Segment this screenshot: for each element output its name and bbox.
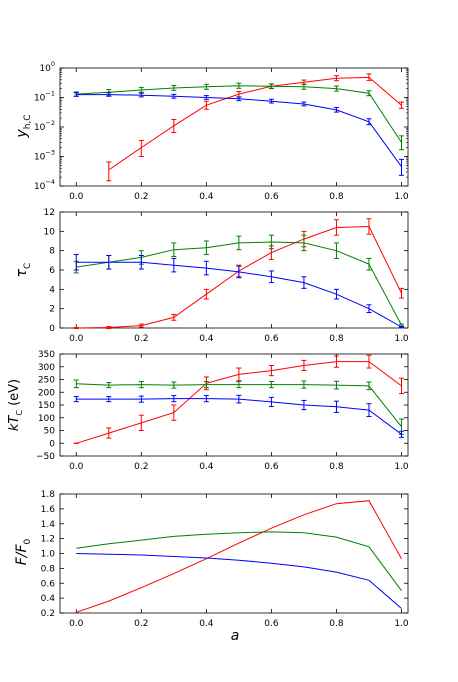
series-line <box>76 94 402 167</box>
plot-frame <box>59 211 409 329</box>
panel-ktc-ylabel: kTC (eV) <box>7 379 24 431</box>
y-tick-label: 1.2 <box>41 535 55 545</box>
x-tick-label: 0.4 <box>199 192 214 202</box>
y-tick-label: 0 <box>49 439 55 449</box>
panel-tau-ylabel: τC <box>14 263 33 278</box>
x-tick-label: 0.0 <box>69 334 84 344</box>
y-tick-label: 1.4 <box>41 520 56 530</box>
y-tick-label: 10−1 <box>34 90 55 104</box>
panel-ktc: kTC (eV) 0.0 0.2 0.4 0.6 0.8 1.0 −50 0 50 100 150 2… <box>7 350 409 472</box>
y-tick-label: 6 <box>49 266 55 276</box>
series-line <box>76 398 402 435</box>
panel-flux-ylabel: F/F0 <box>14 538 33 565</box>
x-tick-label: 0.2 <box>134 619 148 629</box>
y-tick-label: 0 <box>49 324 55 334</box>
series-line <box>76 553 402 609</box>
series-line <box>108 76 402 171</box>
x-tick-label: 0.2 <box>134 462 148 472</box>
y-tick-label: 10 <box>44 227 56 237</box>
x-tick-label: 0.2 <box>134 192 148 202</box>
panel-tau: τC 0.0 0.2 0.4 0.6 0.8 1.0 0 2 4 6 8 10 12 <box>14 208 409 344</box>
x-tick-label: 0.0 <box>69 619 84 629</box>
y-tick-label: 10−3 <box>34 149 55 163</box>
x-tick-label: 0.8 <box>329 334 344 344</box>
panel-yhc-ylabel: yh,C <box>14 114 33 138</box>
y-tick-label: 1.8 <box>41 490 56 500</box>
y-tick-label: 1.6 <box>41 505 56 515</box>
y-tick-label: 250 <box>38 376 55 386</box>
x-tick-label: 0.8 <box>329 192 344 202</box>
y-tick-label: 50 <box>44 427 56 437</box>
series-line <box>76 241 402 326</box>
x-tick-label: 0.8 <box>329 462 344 472</box>
y-tick-label: −50 <box>36 452 55 462</box>
y-tick-label: 0.4 <box>41 594 56 604</box>
x-tick-label: 0.6 <box>264 192 279 202</box>
x-tick-label: 0.6 <box>264 619 279 629</box>
y-tick-label: 200 <box>38 388 55 398</box>
x-tick-label: 1.0 <box>394 192 409 202</box>
x-tick-label: 1.0 <box>394 619 409 629</box>
panel-flux-xlabel: a <box>231 628 240 644</box>
y-tick-label: 150 <box>38 401 55 411</box>
x-tick-label: 0.6 <box>264 462 279 472</box>
series-line <box>76 531 402 591</box>
x-tick-label: 0.6 <box>264 334 279 344</box>
y-tick-label: 1.0 <box>41 550 56 560</box>
y-tick-label: 2 <box>49 305 55 315</box>
y-tick-label: 100 <box>39 60 55 74</box>
x-tick-label: 0.2 <box>134 334 148 344</box>
y-tick-label: 0.8 <box>41 564 56 574</box>
y-tick-label: 12 <box>44 208 55 218</box>
y-tick-label: 4 <box>49 285 55 295</box>
y-tick-label: 350 <box>38 350 55 360</box>
x-tick-label: 0.4 <box>199 619 214 629</box>
y-tick-label: 0.2 <box>41 609 55 619</box>
x-tick-label: 1.0 <box>394 462 409 472</box>
plot-frame <box>59 353 409 457</box>
x-tick-label: 0.0 <box>69 192 84 202</box>
panel-flux: F/F0 a 0.0 0.2 0.4 0.6 0.8 1.0 0.2 0.4 0.6 0.8 1.0… <box>14 490 409 644</box>
x-tick-label: 0.4 <box>199 462 214 472</box>
y-tick-label: 10−4 <box>34 178 55 192</box>
x-tick-label: 0.4 <box>199 334 214 344</box>
plot-frame <box>59 493 409 614</box>
panel-yhc: yh,C 0.0 0.2 0.4 0.6 0.8 1.0 10−4 10−3 10−2 10−1 1… <box>14 60 409 202</box>
y-tick-label: 300 <box>38 363 55 373</box>
y-tick-label: 8 <box>49 247 55 257</box>
x-tick-label: 0.8 <box>329 619 344 629</box>
y-tick-label: 100 <box>38 414 55 424</box>
x-tick-label: 1.0 <box>394 334 409 344</box>
y-tick-label: 0.6 <box>41 579 56 589</box>
x-tick-label: 0.0 <box>69 462 84 472</box>
y-tick-label: 10−2 <box>34 119 55 133</box>
series-line <box>76 383 402 428</box>
series-line <box>76 500 402 613</box>
